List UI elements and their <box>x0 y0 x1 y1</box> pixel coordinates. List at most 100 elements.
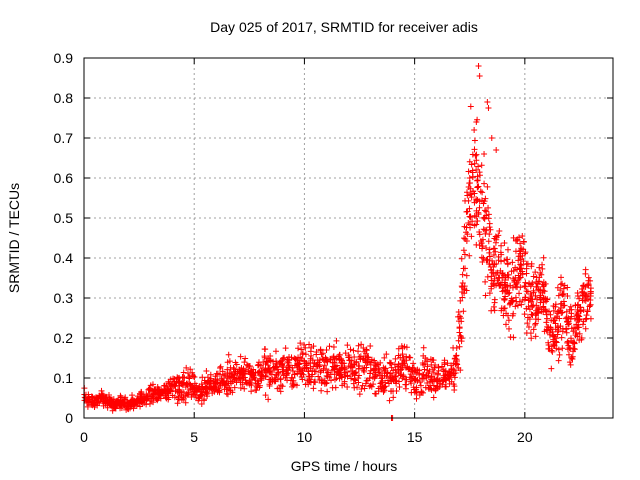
data-point <box>232 376 239 383</box>
data-point <box>510 234 517 241</box>
data-point <box>329 367 336 374</box>
data-point <box>248 382 255 389</box>
data-point <box>486 290 493 297</box>
data-point <box>313 351 320 358</box>
data-point <box>201 377 208 384</box>
data-point <box>500 305 507 312</box>
data-point <box>504 260 511 267</box>
data-point <box>536 264 543 271</box>
data-point <box>528 263 535 270</box>
data-point <box>466 175 473 181</box>
data-point <box>275 369 282 376</box>
data-point <box>543 327 550 334</box>
data-point <box>491 245 498 252</box>
data-point <box>412 386 419 393</box>
data-point <box>471 160 478 167</box>
data-point <box>318 387 325 394</box>
data-point <box>302 344 309 351</box>
data-point <box>427 356 434 363</box>
data-point <box>465 168 472 175</box>
data-point <box>329 359 336 366</box>
data-point <box>475 63 482 69</box>
data-point <box>363 377 370 384</box>
data-point <box>316 363 323 370</box>
data-point <box>310 385 317 392</box>
data-point <box>370 381 377 388</box>
data-point <box>395 378 402 385</box>
data-point <box>529 280 536 287</box>
data-point <box>230 365 237 372</box>
data-point <box>485 204 492 211</box>
data-point <box>525 323 532 330</box>
data-point <box>344 372 351 379</box>
data-point <box>254 362 261 369</box>
data-point <box>310 343 317 350</box>
data-point <box>505 290 512 297</box>
data-point <box>582 316 589 323</box>
data-point <box>224 375 231 382</box>
data-point <box>424 379 431 386</box>
data-point <box>288 374 295 381</box>
data-point <box>292 355 299 362</box>
data-point <box>367 367 374 374</box>
data-point <box>521 250 528 257</box>
data-point <box>183 380 190 387</box>
data-point <box>516 234 523 241</box>
data-point <box>483 208 490 215</box>
data-point <box>543 319 550 326</box>
data-point <box>485 215 492 222</box>
data-point <box>466 205 473 212</box>
data-point <box>393 388 400 395</box>
data-point <box>499 288 506 295</box>
data-point <box>511 277 518 284</box>
data-point <box>213 370 220 377</box>
x-tick-label: 0 <box>80 429 88 445</box>
data-point <box>175 393 182 400</box>
data-point <box>510 267 517 274</box>
data-point <box>220 372 227 379</box>
data-point <box>544 315 551 322</box>
data-point <box>217 365 224 372</box>
data-point <box>331 376 338 383</box>
data-point <box>537 286 544 293</box>
data-point <box>383 373 390 380</box>
data-point <box>471 137 478 144</box>
data-point <box>499 269 506 276</box>
data-point <box>585 277 592 284</box>
data-point <box>444 360 451 367</box>
data-point <box>408 375 415 382</box>
data-point <box>522 294 529 301</box>
data-point <box>257 362 264 369</box>
data-point <box>561 302 568 309</box>
data-point <box>440 366 447 373</box>
data-point <box>488 285 495 292</box>
data-point <box>527 330 534 337</box>
data-point <box>343 368 350 375</box>
data-point <box>478 162 485 169</box>
y-tick-label: 0.2 <box>54 330 74 346</box>
data-point <box>563 329 570 336</box>
data-point <box>311 360 318 367</box>
data-point <box>342 350 349 357</box>
data-point <box>266 376 273 383</box>
data-point <box>455 309 462 316</box>
data-point <box>488 266 495 273</box>
data-point <box>336 351 343 358</box>
data-point <box>290 377 297 384</box>
data-point <box>265 362 272 369</box>
data-point <box>453 357 460 364</box>
data-point <box>485 238 492 245</box>
data-point <box>351 384 358 391</box>
data-point <box>280 372 287 379</box>
data-point <box>387 360 394 367</box>
data-point <box>233 361 240 368</box>
data-point <box>517 240 524 247</box>
data-point <box>430 369 437 376</box>
data-point <box>535 316 542 323</box>
data-point <box>160 382 167 389</box>
data-point <box>242 377 249 384</box>
data-point <box>552 338 559 345</box>
tick-labels: 0 5 10 15 20 0 0.1 0.2 0.3 0.4 0.5 0.6 0.7 0.8 0.9 <box>54 50 533 445</box>
data-point <box>392 355 399 362</box>
data-point <box>165 394 172 401</box>
